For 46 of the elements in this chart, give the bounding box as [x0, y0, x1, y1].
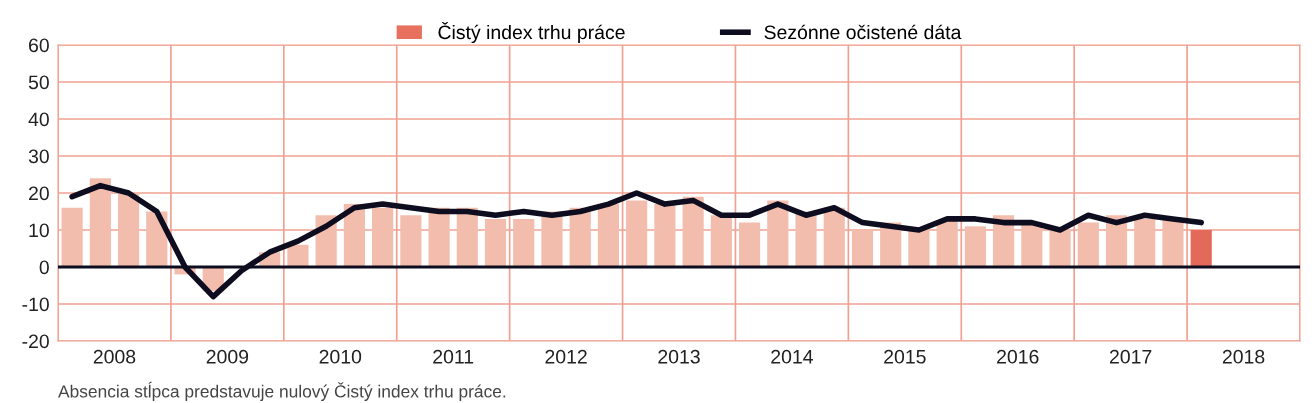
y-tick-label: 40	[28, 112, 49, 127]
x-tick-label: 2011	[433, 349, 474, 364]
y-tick-label: 30	[28, 149, 49, 164]
x-tick-label: 2017	[1109, 349, 1152, 364]
bar	[738, 222, 761, 267]
bar	[936, 220, 958, 267]
bar	[400, 215, 422, 267]
x-tick-label: 2015	[884, 349, 926, 364]
x-tick-label: 2008	[93, 349, 136, 364]
y-tick-label: 20	[29, 186, 49, 201]
y-tick-label: -20	[22, 334, 49, 349]
x-tick-label: 2010	[319, 349, 362, 364]
bar	[597, 204, 620, 267]
y-tick-label: 0	[39, 260, 49, 275]
bar	[484, 218, 507, 267]
bar	[1049, 230, 1071, 267]
bar	[654, 204, 676, 267]
bar	[287, 244, 309, 267]
bar	[513, 218, 535, 267]
x-tick-label: 2018	[1222, 349, 1265, 364]
bar	[964, 226, 986, 267]
bar	[1077, 222, 1099, 267]
y-tick-label: -10	[22, 297, 49, 312]
bar	[1134, 218, 1156, 267]
x-tick-label: 2013	[658, 349, 700, 364]
bar	[1190, 230, 1212, 267]
bar	[908, 230, 930, 267]
x-tick-label: 2014	[771, 349, 813, 364]
x-tick-label: 2009	[206, 349, 249, 364]
text: Absencia stĺpca predstavuje nulový Čistý index trhu práce.	[58, 381, 506, 401]
bar	[710, 215, 732, 267]
bar	[626, 200, 648, 267]
bar	[61, 207, 83, 267]
x-tick-label: 2012	[545, 349, 587, 364]
x-tick-label: 2016	[997, 349, 1039, 364]
bar	[1162, 218, 1184, 267]
y-tick-label: 60	[29, 38, 49, 53]
legend-label: Čistý index trhu práce	[438, 22, 625, 44]
bar	[89, 178, 111, 267]
bar	[1021, 222, 1043, 267]
y-tick-label: 50	[28, 75, 49, 90]
legend-label: Sezónne očistené dáta	[764, 24, 962, 40]
bar	[117, 193, 140, 267]
bar	[372, 207, 394, 267]
y-tick-label: 10	[29, 223, 49, 238]
bar	[851, 230, 874, 267]
